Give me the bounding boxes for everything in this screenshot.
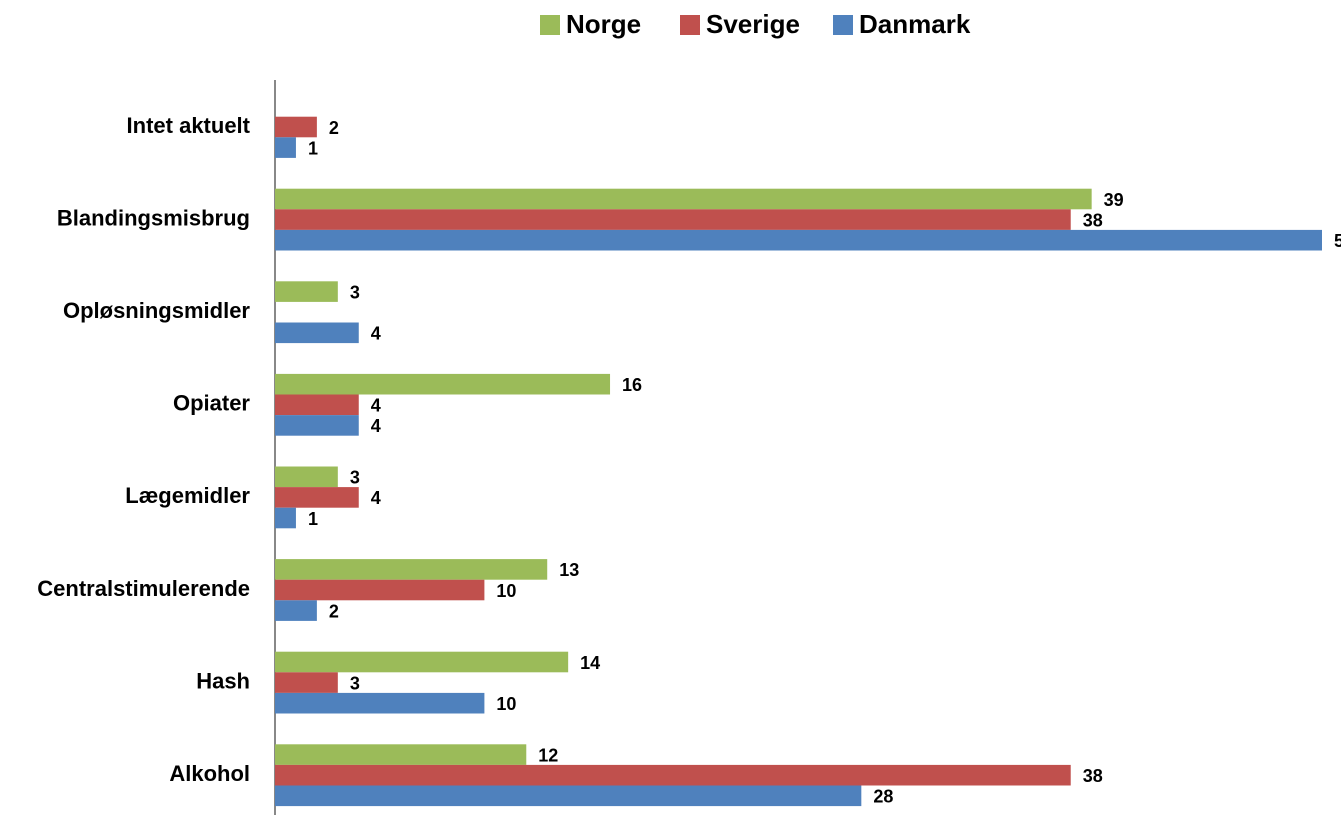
legend-swatch bbox=[680, 15, 700, 35]
value-label: 4 bbox=[371, 488, 381, 508]
value-label: 1 bbox=[308, 138, 318, 158]
value-label: 3 bbox=[350, 468, 360, 488]
category-label: Lægemidler bbox=[125, 483, 250, 508]
value-label: 13 bbox=[559, 560, 579, 580]
bar bbox=[275, 466, 338, 488]
value-label: 10 bbox=[496, 694, 516, 714]
bar bbox=[275, 579, 485, 601]
category-label: Blandingsmisbrug bbox=[57, 205, 250, 230]
value-label: 10 bbox=[496, 581, 516, 601]
legend-swatch bbox=[833, 15, 853, 35]
value-label: 3 bbox=[350, 282, 360, 302]
value-label: 39 bbox=[1104, 190, 1124, 210]
bar bbox=[275, 692, 485, 714]
category-label: Alkohol bbox=[169, 761, 250, 786]
bar bbox=[275, 507, 296, 529]
category-label: Opiater bbox=[173, 391, 250, 416]
bar bbox=[275, 188, 1092, 210]
bar bbox=[275, 559, 548, 580]
value-label: 12 bbox=[538, 745, 558, 765]
value-label: 2 bbox=[329, 601, 339, 621]
legend-label: Sverige bbox=[706, 9, 800, 39]
bar bbox=[275, 764, 1071, 786]
bar bbox=[275, 672, 338, 693]
value-label: 38 bbox=[1083, 210, 1103, 230]
category-label: Hash bbox=[196, 668, 250, 693]
category-label: Opløsningsmidler bbox=[63, 298, 250, 323]
bar bbox=[275, 229, 1322, 251]
bar bbox=[275, 785, 862, 807]
bar bbox=[275, 487, 359, 508]
value-label: 50 bbox=[1334, 231, 1341, 251]
value-label: 2 bbox=[329, 118, 339, 138]
value-label: 16 bbox=[622, 375, 642, 395]
bar bbox=[275, 137, 296, 158]
category-label: Centralstimulerende bbox=[37, 576, 250, 601]
legend-label: Danmark bbox=[859, 9, 971, 39]
value-label: 38 bbox=[1083, 766, 1103, 786]
value-label: 28 bbox=[873, 787, 893, 807]
bar bbox=[275, 281, 338, 302]
bar bbox=[275, 415, 359, 436]
value-label: 4 bbox=[371, 396, 381, 416]
bar bbox=[275, 209, 1071, 230]
bar bbox=[275, 651, 569, 673]
bar bbox=[275, 394, 359, 416]
bar bbox=[275, 744, 527, 765]
value-label: 1 bbox=[308, 509, 318, 529]
bar bbox=[275, 322, 359, 344]
value-label: 4 bbox=[371, 324, 381, 344]
bar bbox=[275, 373, 611, 395]
bar bbox=[275, 600, 317, 621]
value-label: 3 bbox=[350, 673, 360, 693]
value-label: 14 bbox=[580, 653, 600, 673]
legend-swatch bbox=[540, 15, 560, 35]
value-label: 4 bbox=[371, 416, 381, 436]
category-label: Intet aktuelt bbox=[127, 113, 251, 138]
bar bbox=[275, 116, 317, 138]
legend-label: Norge bbox=[566, 9, 641, 39]
